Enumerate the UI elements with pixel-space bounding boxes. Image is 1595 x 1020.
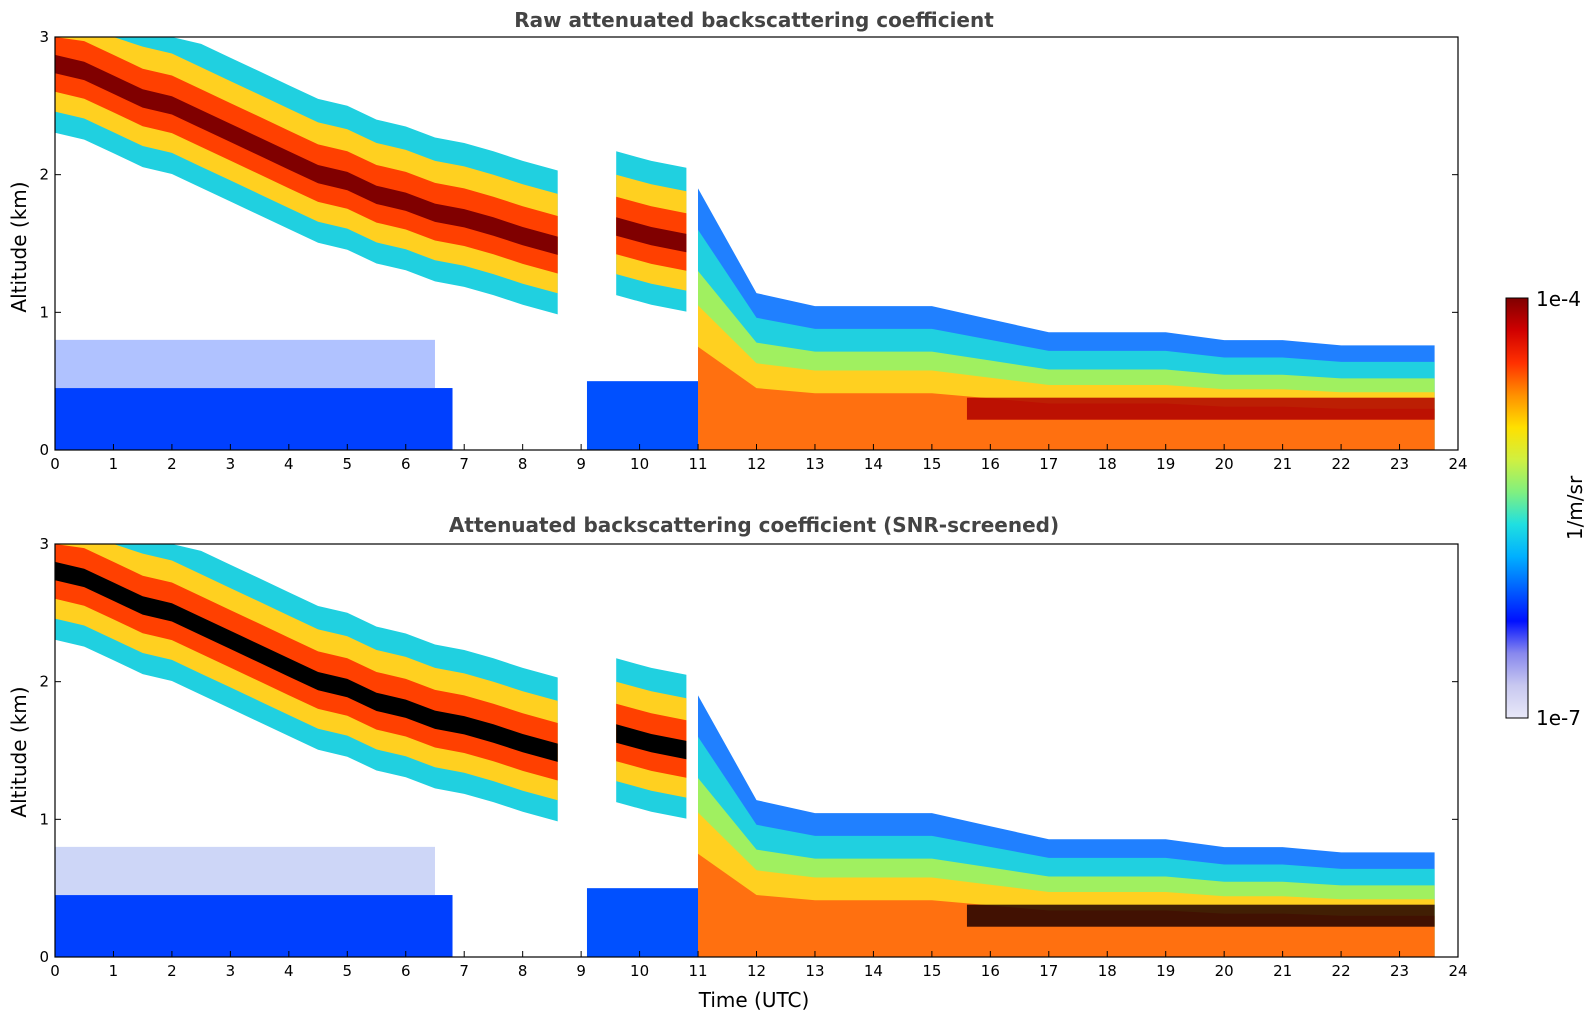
y-tick-label: 1 xyxy=(39,303,49,321)
night-aerosol-layer xyxy=(55,388,453,450)
x-tick-label: 24 xyxy=(1448,455,1467,473)
y-tick-label: 3 xyxy=(39,535,49,553)
x-tick-label: 15 xyxy=(922,455,941,473)
x-tick-label: 1 xyxy=(109,962,119,980)
x-tick-label: 22 xyxy=(1332,962,1351,980)
x-tick-label: 16 xyxy=(981,962,1000,980)
y-tick-label: 2 xyxy=(39,673,49,691)
x-tick-label: 19 xyxy=(1156,455,1175,473)
colorbar-gradient xyxy=(1505,297,1529,719)
panel-snr-screened: Attenuated backscattering coefficient (S… xyxy=(7,513,1468,1012)
panel-raw: Raw attenuated backscattering coefficien… xyxy=(7,8,1468,473)
x-axis-label: Time (UTC) xyxy=(698,988,810,1012)
night-aerosol-haze xyxy=(55,339,435,389)
x-tick-label: 10 xyxy=(630,455,649,473)
x-tick-label: 5 xyxy=(343,455,353,473)
bl-orange xyxy=(698,853,1435,957)
x-tick-label: 12 xyxy=(747,455,766,473)
x-tick-label: 10 xyxy=(630,962,649,980)
y-tick-label: 2 xyxy=(39,166,49,184)
colorbar-max-label: 1e-4 xyxy=(1536,287,1581,311)
y-tick-label: 1 xyxy=(39,810,49,828)
x-tick-label: 18 xyxy=(1098,455,1117,473)
x-tick-label: 6 xyxy=(401,455,411,473)
x-tick-label: 9 xyxy=(576,962,586,980)
x-tick-label: 17 xyxy=(1039,962,1058,980)
x-tick-label: 11 xyxy=(688,455,707,473)
x-tick-label: 22 xyxy=(1332,455,1351,473)
x-tick-label: 1 xyxy=(109,455,119,473)
x-tick-label: 7 xyxy=(459,455,469,473)
x-tick-label: 13 xyxy=(805,455,824,473)
x-tick-label: 15 xyxy=(922,962,941,980)
surface-aerosol-band xyxy=(966,397,1435,420)
y-tick-label: 0 xyxy=(39,441,49,459)
x-tick-label: 23 xyxy=(1390,455,1409,473)
x-tick-label: 19 xyxy=(1156,962,1175,980)
x-tick-label: 21 xyxy=(1273,455,1292,473)
x-tick-label: 7 xyxy=(459,962,469,980)
x-tick-label: 4 xyxy=(284,962,294,980)
x-tick-label: 14 xyxy=(864,455,883,473)
elevated-layer-secondary xyxy=(616,724,687,760)
x-tick-label: 17 xyxy=(1039,455,1058,473)
x-tick-label: 23 xyxy=(1390,962,1409,980)
x-tick-label: 2 xyxy=(167,455,177,473)
bl-orange xyxy=(698,346,1435,450)
y-axis-label: Altitude (km) xyxy=(7,181,31,312)
x-tick-label: 11 xyxy=(688,962,707,980)
morning-aerosol-layer xyxy=(586,381,699,450)
elevated-layer xyxy=(55,54,558,255)
colorbar-min-label: 1e-7 xyxy=(1536,706,1581,730)
x-tick-label: 8 xyxy=(518,455,528,473)
x-tick-label: 18 xyxy=(1098,962,1117,980)
x-tick-label: 9 xyxy=(576,455,586,473)
y-tick-label: 0 xyxy=(39,948,49,966)
x-tick-label: 13 xyxy=(805,962,824,980)
x-tick-label: 3 xyxy=(226,962,236,980)
y-tick-label: 3 xyxy=(39,28,49,46)
x-tick-label: 8 xyxy=(518,962,528,980)
x-tick-label: 3 xyxy=(226,455,236,473)
x-tick-label: 5 xyxy=(343,962,353,980)
x-tick-label: 2 xyxy=(167,962,177,980)
colorbar-unit-label: 1/m/sr xyxy=(1563,475,1587,540)
x-tick-label: 12 xyxy=(747,962,766,980)
morning-aerosol-layer xyxy=(586,888,699,957)
x-tick-label: 14 xyxy=(864,962,883,980)
night-aerosol-haze xyxy=(55,846,435,896)
x-tick-label: 6 xyxy=(401,962,411,980)
panel-title: Raw attenuated backscattering coefficien… xyxy=(514,8,994,32)
plot-area: 0 1 2 3 4 5 6 7 8 9 10 11 12 13 14 15 16 17 18 19 20 21 22 23 24… xyxy=(39,535,1467,980)
colorbar: 1e-4 1e-7 1/m/sr xyxy=(1505,287,1587,730)
x-tick-label: 20 xyxy=(1215,962,1234,980)
x-tick-label: 4 xyxy=(284,455,294,473)
x-tick-label: 0 xyxy=(50,455,60,473)
x-tick-label: 0 xyxy=(50,962,60,980)
x-tick-label: 20 xyxy=(1215,455,1234,473)
surface-aerosol-band xyxy=(966,904,1435,927)
night-aerosol-layer xyxy=(55,895,453,957)
x-tick-label: 16 xyxy=(981,455,1000,473)
y-axis-label: Altitude (km) xyxy=(7,686,31,817)
elevated-layer xyxy=(55,561,558,762)
x-tick-label: 21 xyxy=(1273,962,1292,980)
panel-title: Attenuated backscattering coefficient (S… xyxy=(449,513,1059,537)
elevated-layer-secondary xyxy=(616,217,687,253)
x-tick-label: 24 xyxy=(1448,962,1467,980)
plot-area: 0 1 2 3 4 5 6 7 8 9 10 11 12 13 14 15 16 17 18 19 20 21 22 23 24… xyxy=(39,28,1467,473)
